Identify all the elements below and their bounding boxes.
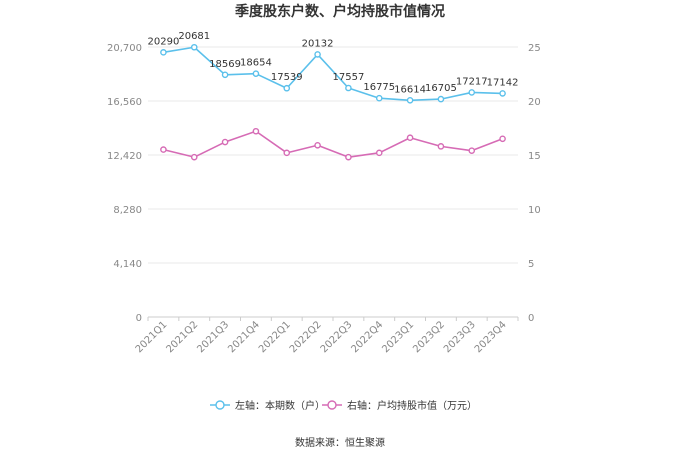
series-2-point [252,127,260,135]
legend: 左轴：本期数（户） 右轴：户均持股市值（万元） [210,399,477,412]
series-1-point [468,89,476,96]
series-2-point [345,153,352,161]
series-2-point [437,143,445,150]
series-1-point [406,96,414,104]
series-2-point [499,135,506,143]
left-axis-tick-label: 8,280 [113,205,142,216]
series-2-point [160,146,167,153]
x-axis-tick-label: 2021Q2 [165,319,201,355]
series-1-point [160,49,167,56]
right-axis-tick-label: 10 [528,205,541,216]
x-axis-tick-label: 2022Q1 [257,319,293,355]
x-axis-tick-label: 2021Q1 [134,319,170,355]
x-axis-tick-label: 2021Q4 [226,319,262,355]
series-2-point [283,149,291,157]
data-label: 16705 [425,83,457,94]
series-line-1 [163,46,503,102]
right-axis-tick-label: 0 [528,313,534,324]
x-axis-tick-label: 2021Q3 [195,319,231,355]
series-2-point [406,134,414,142]
series-2-point [314,141,321,149]
data-label: 17557 [333,72,365,83]
legend-label-1: 左轴：本期数（户） [235,399,325,412]
series-layer [160,43,506,161]
x-axis-tick-label: 2022Q2 [288,319,324,355]
series-2-point [221,138,229,146]
chart-title: 季度股东户数、户均持股市值情况 [234,3,445,20]
left-axis-tick-label: 20,700 [107,43,142,54]
x-axis-tick-label: 2022Q4 [350,319,386,355]
data-label: 20132 [302,38,334,49]
right-axis-tick-label: 20 [528,97,541,108]
series-line-2 [163,130,503,158]
legend-swatch-marker-2 [327,400,337,410]
left-axis-tick-label: 12,420 [107,151,142,162]
right-axis-tick-label: 15 [528,151,541,162]
series-1-point [190,43,198,51]
gridlines [148,46,518,318]
series-1-point [314,51,321,58]
left-axis-tick-label: 0 [136,313,142,324]
series-2-point [190,153,198,161]
source-note: 数据来源：恒生聚源 [295,436,385,449]
data-labels: 20290 20681 18569 18654 17539 20132 1755716775… [148,31,519,95]
series-1-point [375,94,383,102]
series-1-point [437,95,445,103]
x-axis-tick-label: 2023Q2 [411,319,447,355]
data-label: 16614 [394,84,426,95]
data-label: 18569 [209,59,241,70]
x-axis-tick-label: 2022Q3 [319,319,355,355]
legend-swatch-marker-1 [215,400,225,410]
left-axis-tick-label: 16,560 [107,97,142,108]
right-axis-tick-label: 25 [528,43,541,54]
data-label: 17142 [487,77,519,88]
x-axis-tick-label: 2023Q1 [380,319,416,355]
data-label: 20290 [148,36,180,47]
right-axis-tick-label: 5 [528,259,534,270]
series-2-point [375,149,383,157]
x-axis-tick-label: 2023Q4 [473,319,509,355]
series-1-point [221,71,229,79]
axes: 0 4,140 8,280 12,420 16,560 20,700 0 5 10 15 20 25 2… [107,43,541,355]
series-1-point [252,70,260,77]
series-1-point [499,90,506,97]
series-1-point [283,84,291,92]
data-label: 20681 [178,31,210,42]
data-label: 16775 [363,82,395,93]
left-axis-tick-label: 4,140 [113,259,142,270]
data-label: 18654 [240,58,272,69]
data-label: 17217 [456,76,488,87]
series-2-point [468,147,476,154]
legend-label-2: 右轴：户均持股市值（万元） [347,399,477,412]
x-axis-tick-label: 2023Q3 [442,319,478,355]
series-1-point [345,84,352,92]
data-label: 17539 [271,72,303,83]
